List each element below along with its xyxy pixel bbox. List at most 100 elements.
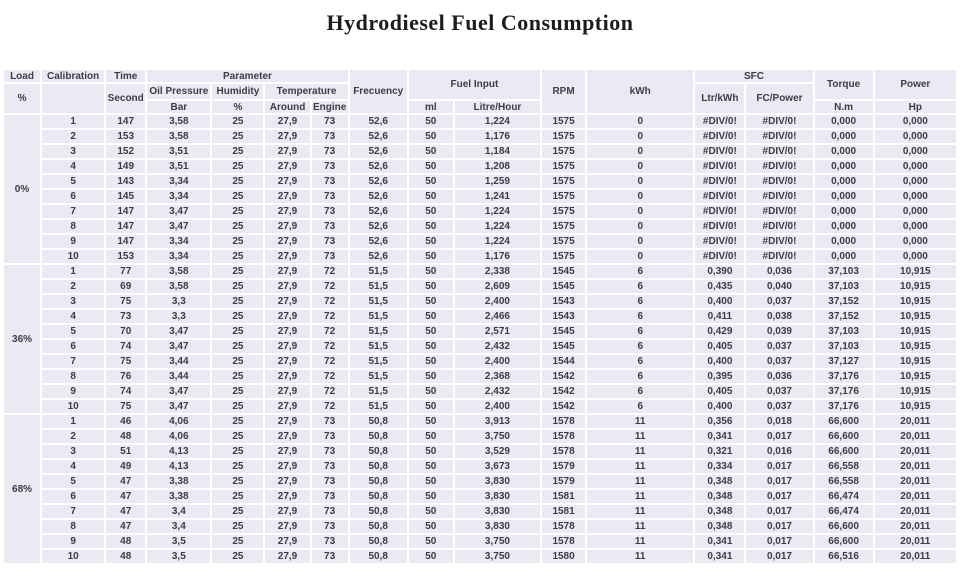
table-cell: 1543	[542, 295, 586, 308]
table-cell: 72	[311, 325, 348, 338]
table-cell: 10,915	[874, 325, 956, 338]
table-cell: 0,000	[814, 115, 873, 128]
table-cell: 37,103	[814, 325, 873, 338]
table-cell: 3,913	[454, 415, 541, 428]
col-header-humidity: Humidity	[212, 84, 264, 99]
table-cell: 1575	[542, 205, 586, 218]
col-header-rpm: RPM	[542, 70, 586, 113]
table-cell: 25	[212, 295, 264, 308]
table-cell: 0,037	[746, 355, 813, 368]
table-cell: 1,224	[454, 115, 541, 128]
table-cell: 72	[311, 310, 348, 323]
table-cell: 48	[106, 550, 146, 563]
table-cell: 73	[311, 535, 348, 548]
table-row: 8 76 3,44 25 27,9 72 51,5 50 2,368 1542 6 0,395 0,03…	[4, 370, 956, 383]
table-cell: 3	[42, 445, 105, 458]
table-cell: 37,176	[814, 385, 873, 398]
table-cell: 1	[42, 265, 105, 278]
col-header-time-unit: Second	[106, 84, 146, 113]
page-title: Hydrodiesel Fuel Consumption	[326, 10, 634, 35]
table-cell: 0,017	[746, 550, 813, 563]
table-cell: 0,000	[874, 145, 956, 158]
table-cell: 153	[106, 250, 146, 263]
col-header-frecuency: Frecuency	[349, 70, 407, 113]
table-row: 7 147 3,47 25 27,9 73 52,6 50 1,224 1575 0 #DIV/0! #…	[4, 205, 956, 218]
table-cell: 3,47	[147, 205, 211, 218]
table-cell: 0,348	[695, 505, 745, 518]
table-cell: 0,348	[695, 475, 745, 488]
table-cell: 3,5	[147, 550, 211, 563]
table-cell: 25	[212, 220, 264, 233]
table-cell: 0,018	[746, 415, 813, 428]
table-cell: 11	[587, 505, 694, 518]
table-cell: 0,341	[695, 535, 745, 548]
table-cell: 3,47	[147, 385, 211, 398]
table-cell: 0,435	[695, 280, 745, 293]
table-cell: 50	[408, 400, 453, 413]
table-row: 4 73 3,3 25 27,9 72 51,5 50 2,466 1543 6 0,411 0,038…	[4, 310, 956, 323]
table-cell: 27,9	[265, 355, 310, 368]
table-cell: 3,44	[147, 370, 211, 383]
table-cell: 25	[212, 250, 264, 263]
table-cell: 69	[106, 280, 146, 293]
table-cell: 10,915	[874, 280, 956, 293]
table-cell: 0,000	[814, 175, 873, 188]
table-cell: 1542	[542, 385, 586, 398]
table-cell: 2,368	[454, 370, 541, 383]
table-cell: 6	[587, 385, 694, 398]
table-cell: 3,47	[147, 325, 211, 338]
table-cell: 4,13	[147, 460, 211, 473]
table-cell: 50	[408, 385, 453, 398]
table-row: 3 51 4,13 25 27,9 73 50,8 50 3,529 1578 11 0,321 0,0…	[4, 445, 956, 458]
table-cell: 5	[42, 175, 105, 188]
col-header-sfc-ltr-kwh: Ltr/kWh	[695, 84, 745, 113]
table-cell: 27,9	[265, 400, 310, 413]
table-cell: 0,348	[695, 520, 745, 533]
table-cell: 4	[42, 310, 105, 323]
table-cell: 1578	[542, 535, 586, 548]
table-cell: 0,017	[746, 475, 813, 488]
table-cell: 25	[212, 160, 264, 173]
table-row: 5 47 3,38 25 27,9 73 50,8 50 3,830 1579 11 0,348 0,0…	[4, 475, 956, 488]
table-cell: 74	[106, 340, 146, 353]
table-cell: 2,400	[454, 355, 541, 368]
table-cell: 0,334	[695, 460, 745, 473]
table-cell: #DIV/0!	[746, 130, 813, 143]
table-cell: 72	[311, 385, 348, 398]
table-cell: 50,8	[349, 535, 407, 548]
table-cell: 3,750	[454, 535, 541, 548]
table-cell: 76	[106, 370, 146, 383]
table-cell: 73	[311, 490, 348, 503]
table-cell: 27,9	[265, 325, 310, 338]
table-cell: 25	[212, 130, 264, 143]
table-cell: 73	[311, 175, 348, 188]
table-cell: 25	[212, 280, 264, 293]
table-cell: 3,38	[147, 490, 211, 503]
table-cell: 50	[408, 430, 453, 443]
table-cell: 25	[212, 370, 264, 383]
table-cell: 0,400	[695, 400, 745, 413]
table-cell: 3,5	[147, 535, 211, 548]
table-cell: 7	[42, 355, 105, 368]
table-cell: 50,8	[349, 520, 407, 533]
table-cell: 1579	[542, 475, 586, 488]
col-header-calibration-empty	[42, 84, 105, 113]
table-cell: 10,915	[874, 355, 956, 368]
table-cell: 25	[212, 325, 264, 338]
table-cell: 25	[212, 535, 264, 548]
table-cell: 25	[212, 415, 264, 428]
table-cell: 5	[42, 475, 105, 488]
fuel-consumption-table: Load Calibration Time Parameter Frecuenc…	[2, 68, 958, 565]
table-cell: 3,34	[147, 190, 211, 203]
table-cell: 8	[42, 520, 105, 533]
table-cell: 50,8	[349, 415, 407, 428]
table-cell: 50	[408, 310, 453, 323]
table-cell: 73	[311, 205, 348, 218]
table-cell: 27,9	[265, 520, 310, 533]
table-cell: 50	[408, 115, 453, 128]
table-cell: 3,47	[147, 340, 211, 353]
table-cell: #DIV/0!	[695, 205, 745, 218]
table-cell: 25	[212, 520, 264, 533]
table-cell: 4,13	[147, 445, 211, 458]
table-cell: 1544	[542, 355, 586, 368]
